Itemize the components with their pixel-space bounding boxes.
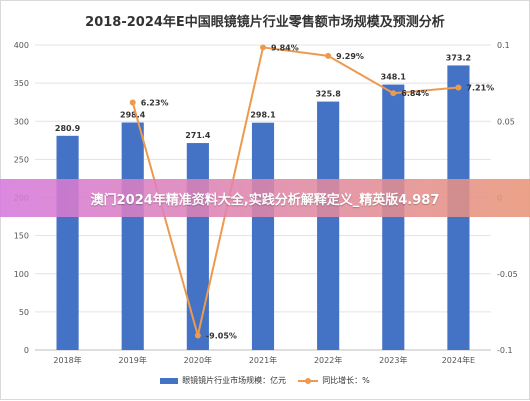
growth-value-label: -9.05% bbox=[206, 332, 237, 341]
legend-label-growth: 同比增长：% bbox=[322, 376, 370, 385]
y-right-tick-label: -0.05 bbox=[497, 270, 518, 279]
bar-value-label: 280.9 bbox=[55, 124, 81, 133]
y-left-tick-label: 350 bbox=[14, 79, 29, 88]
legend-swatch-line bbox=[298, 377, 319, 384]
y-left-tick-label: 300 bbox=[14, 117, 29, 126]
y-left-tick-label: 150 bbox=[14, 232, 29, 241]
bar bbox=[56, 135, 79, 350]
legend-swatch-bar bbox=[160, 377, 179, 384]
y-left-tick-label: 50 bbox=[19, 308, 29, 317]
overlay-banner: 澳门2024年精准资料大全,实践分析解释定义_精英版4.987 bbox=[0, 179, 530, 217]
growth-value-label: 6.23% bbox=[141, 98, 169, 107]
bar-value-label: 348.1 bbox=[381, 73, 407, 82]
y-left-tick-label: 400 bbox=[14, 41, 29, 50]
x-tick-label: 2024年E bbox=[442, 355, 475, 365]
x-tick-label: 2020年 bbox=[184, 355, 212, 365]
x-tick-label: 2018年 bbox=[53, 355, 81, 365]
x-tick-label: 2021年 bbox=[249, 355, 277, 365]
legend-item-market-size: 眼镜镜片行业市场规模：亿元 bbox=[160, 375, 286, 386]
y-left-tick-label: 100 bbox=[14, 270, 29, 279]
y-right-tick-label: -0.1 bbox=[497, 346, 513, 355]
bar-value-label: 298.1 bbox=[250, 111, 276, 120]
growth-point bbox=[260, 44, 266, 51]
x-tick-label: 2022年 bbox=[314, 355, 342, 365]
overlay-text: 澳门2024年精准资料大全,实践分析解释定义_精英版4.987 bbox=[90, 192, 440, 208]
growth-point bbox=[325, 52, 332, 59]
y-right-tick-label: 0.1 bbox=[497, 41, 510, 50]
growth-value-label: 9.84% bbox=[271, 43, 299, 52]
legend-item-growth: 同比增长：% bbox=[298, 375, 370, 386]
bar-value-label: 271.4 bbox=[185, 131, 211, 140]
growth-point bbox=[455, 84, 462, 91]
bar-value-label: 325.8 bbox=[315, 90, 341, 99]
chart-title: 2018-2024年E中国眼镜镜片行业零售额市场规模及预测分析 bbox=[85, 15, 445, 30]
legend-label-market-size: 眼镜镜片行业市场规模：亿元 bbox=[182, 376, 287, 385]
bar bbox=[382, 84, 405, 350]
growth-point bbox=[129, 99, 136, 106]
growth-value-label: 7.21% bbox=[466, 84, 494, 93]
bar-value-label: 298.4 bbox=[120, 110, 146, 119]
growth-value-label: 9.29% bbox=[336, 52, 364, 61]
growth-line bbox=[131, 46, 459, 336]
bar-value-label: 373.2 bbox=[446, 53, 471, 62]
x-tick-label: 2023年 bbox=[379, 355, 407, 365]
growth-point bbox=[194, 332, 201, 339]
bar bbox=[186, 143, 209, 350]
growth-value-label: 6.84% bbox=[401, 89, 429, 98]
bar bbox=[317, 101, 340, 350]
y-left-tick-label: 0 bbox=[24, 346, 29, 355]
legend: 眼镜镜片行业市场规模：亿元 同比增长：% bbox=[1, 375, 529, 386]
growth-point bbox=[390, 90, 397, 97]
bar bbox=[251, 122, 275, 350]
y-right-tick-label: 0.05 bbox=[497, 117, 515, 126]
y-left-tick-label: 250 bbox=[14, 155, 29, 164]
x-tick-label: 2019年 bbox=[119, 355, 147, 365]
bar bbox=[121, 122, 144, 350]
